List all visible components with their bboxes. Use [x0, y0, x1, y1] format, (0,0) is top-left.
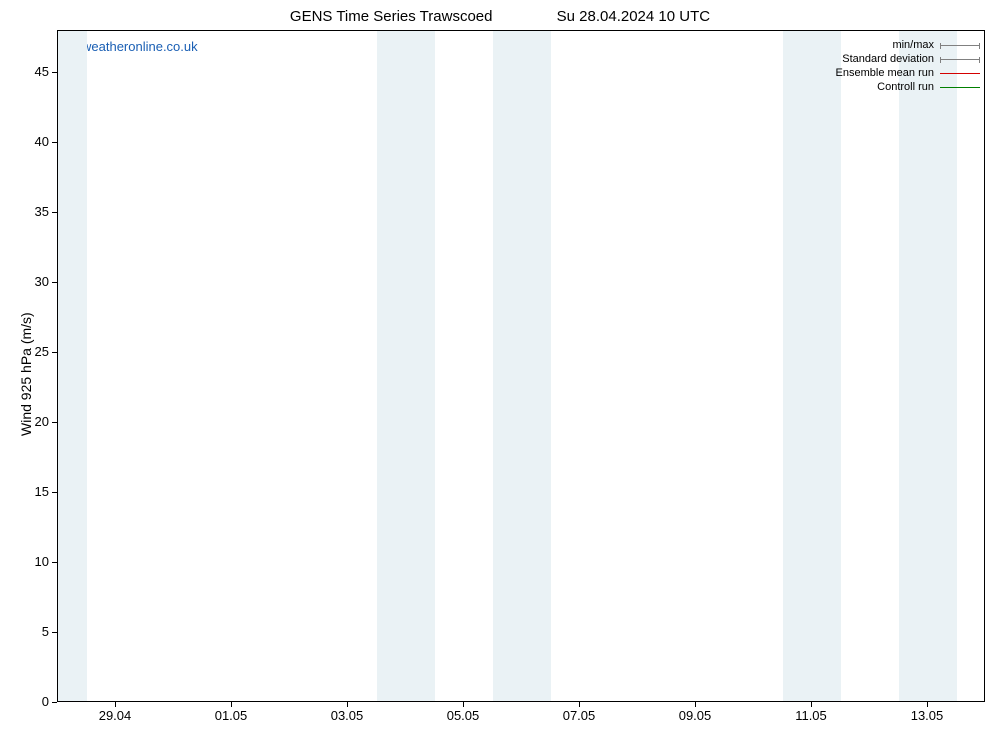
y-tick-label: 35: [19, 204, 49, 219]
y-tick-mark: [52, 702, 57, 703]
x-tick-label: 09.05: [670, 708, 720, 723]
legend: min/max Standard deviation Ensemble mean r…: [836, 38, 980, 94]
x-tick-mark: [463, 702, 464, 707]
y-tick-label: 0: [19, 694, 49, 709]
y-tick-label: 20: [19, 414, 49, 429]
legend-label: Standard deviation: [842, 53, 934, 65]
legend-label: Controll run: [877, 81, 934, 93]
x-tick-mark: [695, 702, 696, 707]
watermark-domain: weatheronline.co.uk: [82, 39, 198, 54]
y-tick-mark: [52, 422, 57, 423]
y-tick-mark: [52, 562, 57, 563]
legend-item: Standard deviation: [836, 52, 980, 66]
chart-title: GENS Time Series Trawscoed Su 28.04.2024…: [0, 8, 1000, 25]
y-tick-label: 40: [19, 134, 49, 149]
chart-container: GENS Time Series Trawscoed Su 28.04.2024…: [0, 0, 1000, 733]
y-tick-mark: [52, 212, 57, 213]
legend-line-icon: [940, 73, 980, 74]
x-tick-mark: [579, 702, 580, 707]
weekend-band: [377, 31, 435, 701]
y-tick-mark: [52, 142, 57, 143]
legend-line-icon: [940, 59, 980, 60]
x-tick-mark: [811, 702, 812, 707]
legend-item: Ensemble mean run: [836, 66, 980, 80]
x-tick-label: 29.04: [90, 708, 140, 723]
y-tick-label: 10: [19, 554, 49, 569]
y-tick-mark: [52, 282, 57, 283]
y-tick-label: 25: [19, 344, 49, 359]
y-tick-mark: [52, 72, 57, 73]
y-tick-mark: [52, 352, 57, 353]
x-tick-label: 05.05: [438, 708, 488, 723]
legend-line-icon: [940, 45, 980, 46]
legend-item: min/max: [836, 38, 980, 52]
x-tick-label: 11.05: [786, 708, 836, 723]
plot-area: © weatheronline.co.uk: [57, 30, 985, 702]
legend-line-icon: [940, 87, 980, 88]
weekend-band: [58, 31, 87, 701]
weekend-band: [899, 31, 957, 701]
x-tick-mark: [231, 702, 232, 707]
legend-label: Ensemble mean run: [836, 67, 934, 79]
x-tick-mark: [347, 702, 348, 707]
y-tick-label: 5: [19, 624, 49, 639]
x-tick-mark: [927, 702, 928, 707]
weekend-band: [783, 31, 841, 701]
y-tick-mark: [52, 632, 57, 633]
legend-item: Controll run: [836, 80, 980, 94]
title-series: GENS Time Series Trawscoed: [290, 8, 493, 25]
x-tick-label: 07.05: [554, 708, 604, 723]
weekend-band: [493, 31, 551, 701]
x-tick-mark: [115, 702, 116, 707]
y-tick-label: 30: [19, 274, 49, 289]
y-tick-mark: [52, 492, 57, 493]
x-tick-label: 01.05: [206, 708, 256, 723]
x-tick-label: 13.05: [902, 708, 952, 723]
x-tick-label: 03.05: [322, 708, 372, 723]
y-tick-label: 15: [19, 484, 49, 499]
title-datetime: Su 28.04.2024 10 UTC: [557, 8, 710, 25]
legend-label: min/max: [892, 39, 934, 51]
y-tick-label: 45: [19, 64, 49, 79]
